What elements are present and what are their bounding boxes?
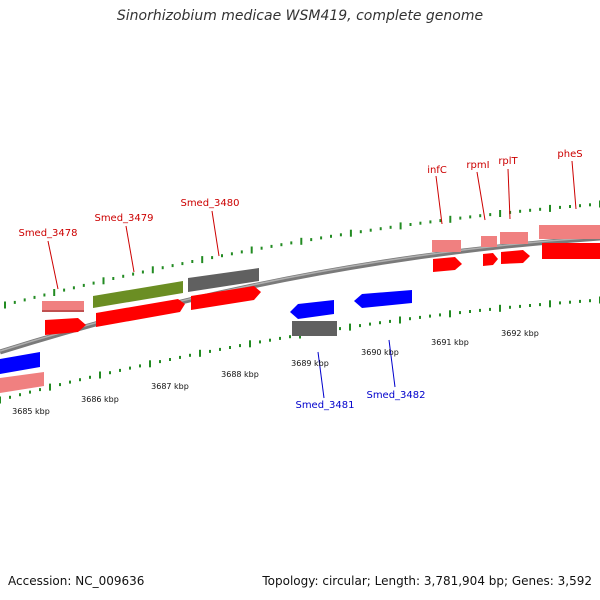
cds-feature-smed-3479[interactable] (96, 299, 185, 327)
label-smed-3482: Smed_3482 (366, 390, 425, 401)
cds-feature-smed-3480[interactable] (191, 286, 261, 310)
feature-smed-3480-other[interactable] (188, 268, 259, 292)
scale-label-3685: 3685 kbp (12, 407, 50, 416)
gene-feature-rplt[interactable] (500, 232, 528, 244)
gene-feature-phes[interactable] (539, 225, 600, 239)
label-smed-3479: Smed_3479 (94, 213, 153, 224)
label-rplt: rplT (498, 156, 518, 167)
gene-feature-left-edge[interactable] (0, 372, 44, 393)
scale-label-3689: 3689 kbp (291, 359, 329, 368)
feature-smed-3481-other[interactable] (292, 321, 337, 336)
label-smed-3478: Smed_3478 (18, 228, 77, 239)
reverse-features (0, 290, 412, 393)
accession-text: Accession: NC_009636 (8, 574, 145, 588)
feature-smed-3479-special[interactable] (93, 281, 183, 308)
label-smed-3481: Smed_3481 (295, 400, 354, 411)
scale-label-3687: 3687 kbp (151, 382, 189, 391)
scale-label-3692: 3692 kbp (501, 329, 539, 338)
genome-summary-text: Topology: circular; Length: 3,781,904 bp… (262, 574, 592, 588)
genome-backbone (0, 235, 600, 355)
forward-features (42, 225, 600, 335)
map-title: Sinorhizobium medicae WSM419, complete g… (116, 8, 484, 24)
label-infc: infC (427, 165, 447, 176)
label-phes: pheS (557, 149, 582, 160)
cds-feature-left-edge[interactable] (0, 352, 40, 374)
gene-feature-infc[interactable] (432, 240, 461, 252)
scale-label-3688: 3688 kbp (221, 370, 259, 379)
cds-feature-rplt[interactable] (501, 250, 530, 264)
gene-feature-smed-3478[interactable] (42, 301, 84, 312)
cds-feature-rpmi[interactable] (483, 253, 498, 266)
cds-feature-infc[interactable] (433, 257, 462, 272)
cds-feature-smed-3481[interactable] (290, 300, 334, 319)
gene-feature-rpmi[interactable] (481, 236, 497, 247)
scale-label-3686: 3686 kbp (81, 395, 119, 404)
label-rpmi: rpmI (466, 160, 489, 171)
scale-label-3691: 3691 kbp (431, 338, 469, 347)
upper-tick-track (4, 200, 600, 309)
cds-feature-smed-3482[interactable] (354, 290, 412, 308)
label-smed-3480: Smed_3480 (180, 198, 239, 209)
label-connectors (47, 160, 577, 399)
scale-label-3690: 3690 kbp (361, 348, 399, 357)
cds-feature-smed-3478[interactable] (45, 318, 86, 335)
